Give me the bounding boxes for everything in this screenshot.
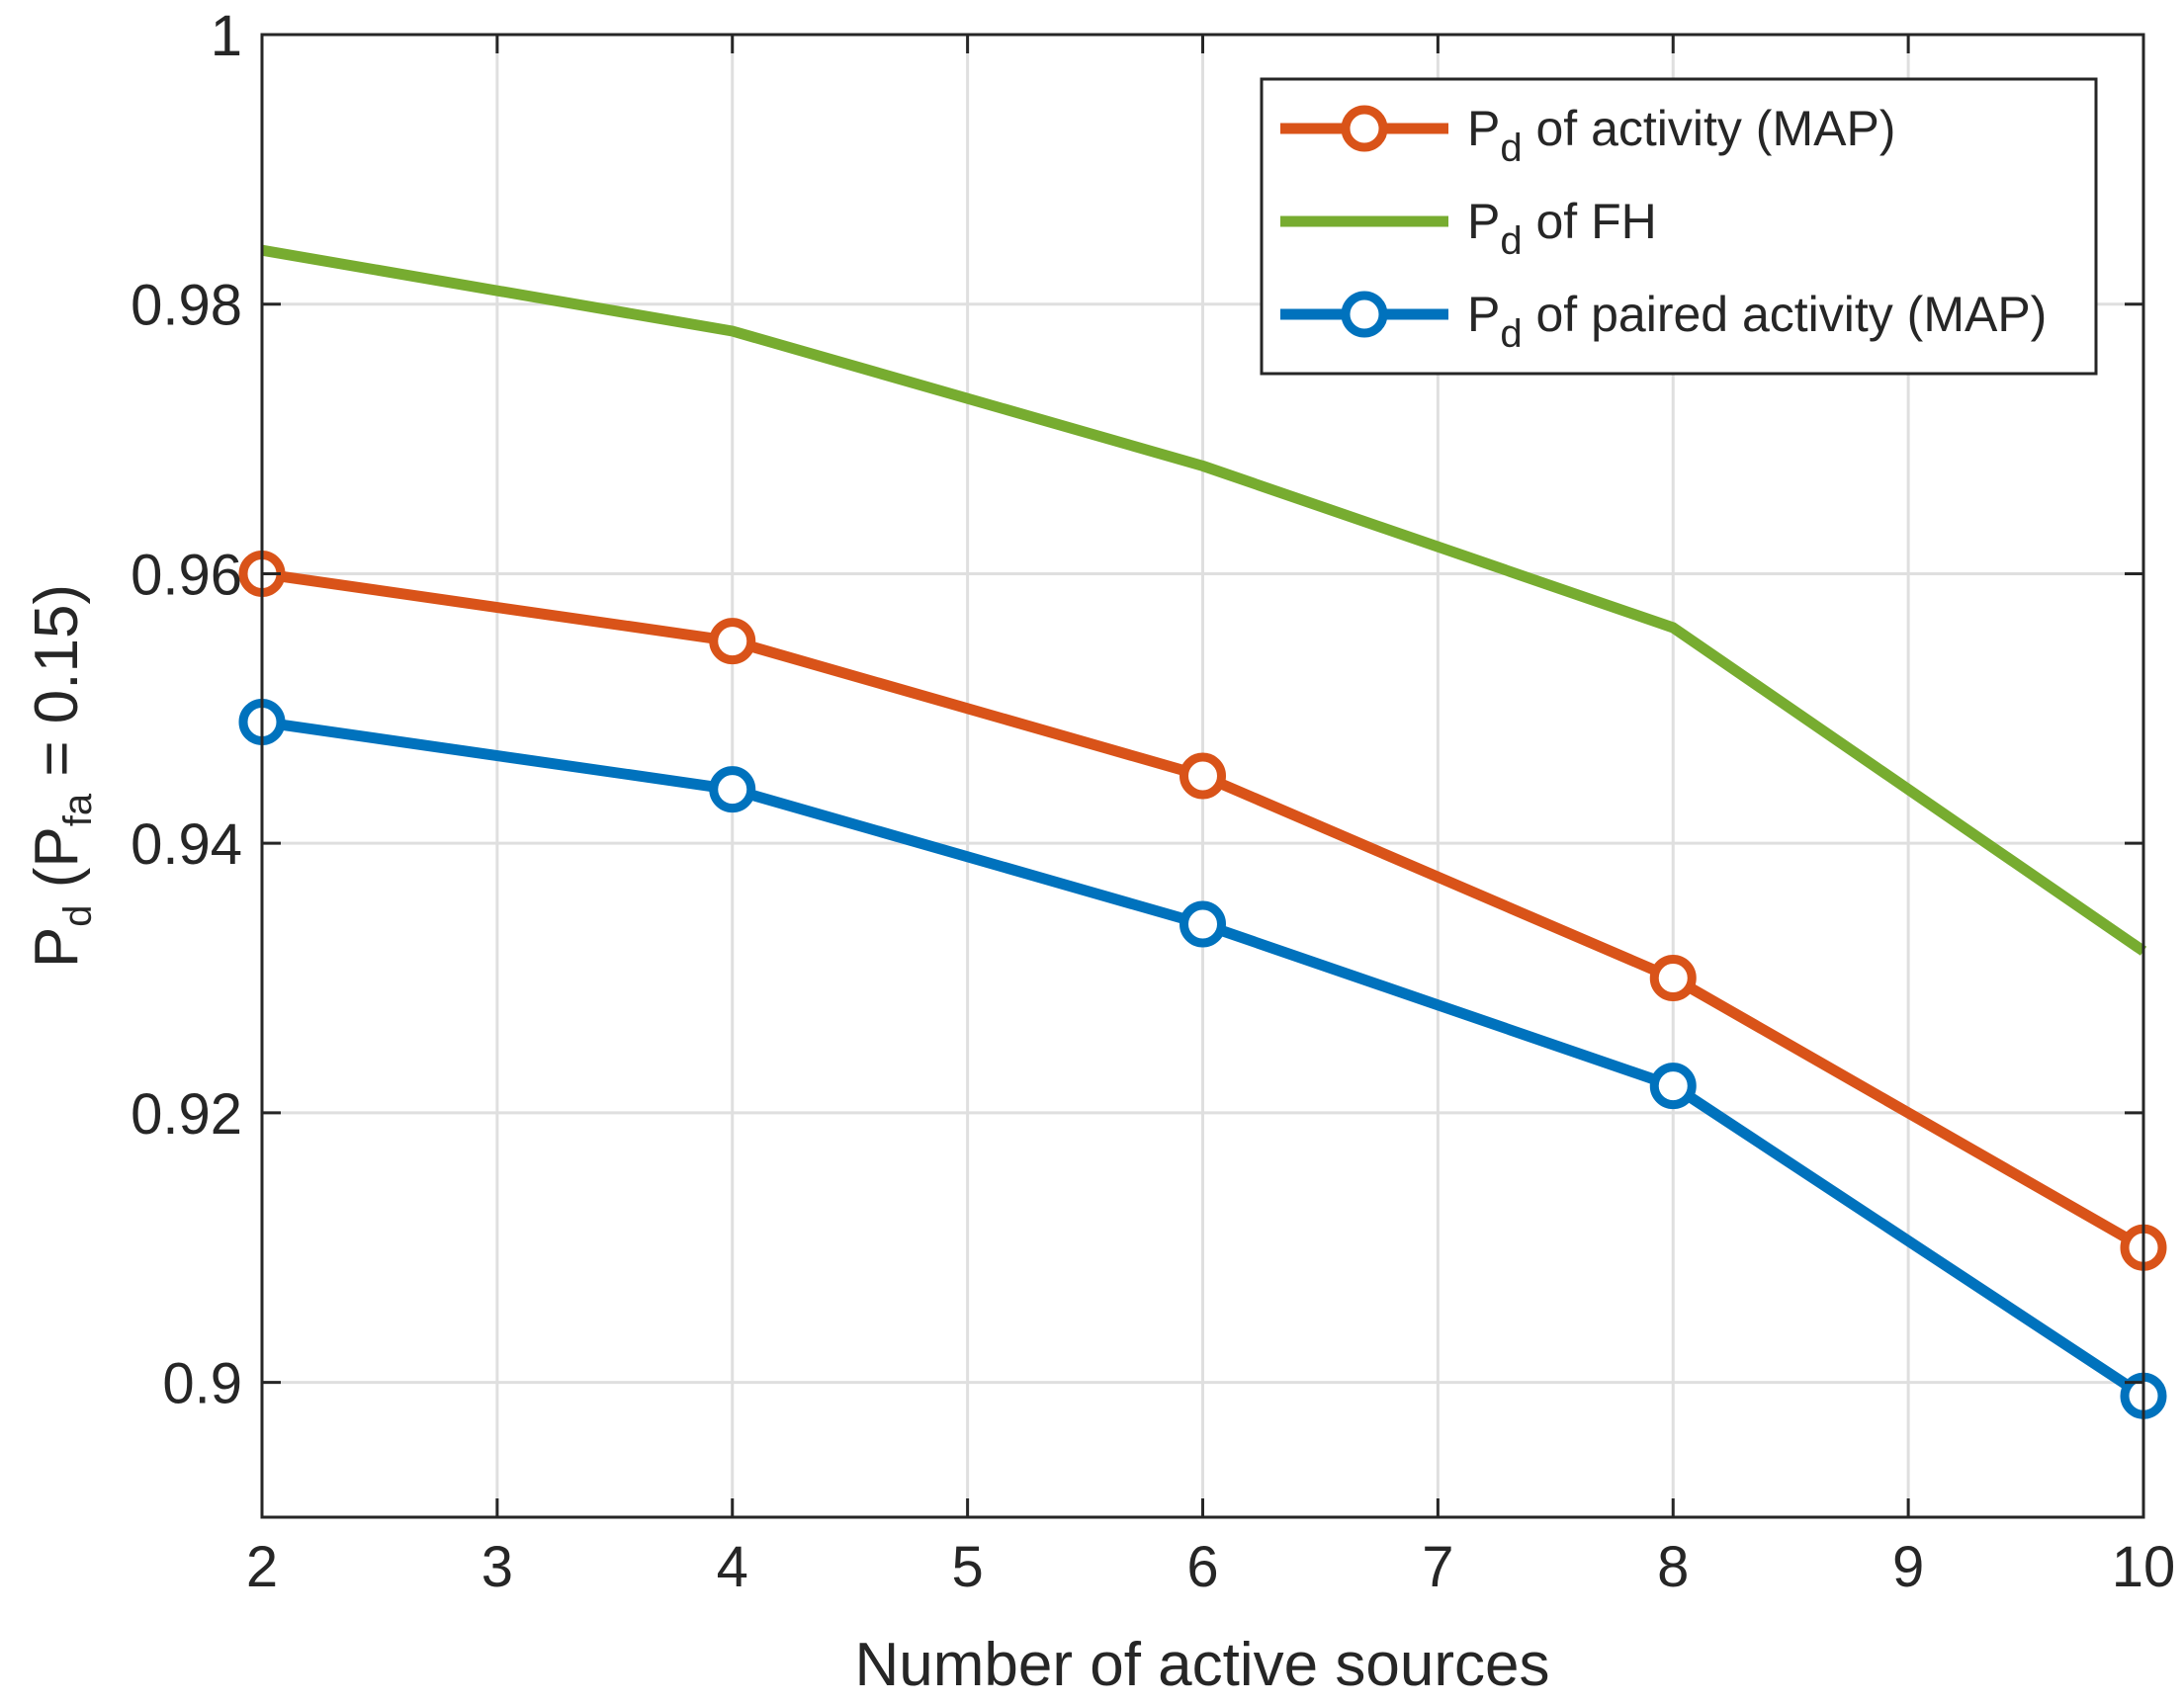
legend-label-main: P — [1467, 194, 1500, 249]
legend-swatch-marker — [1341, 291, 1388, 338]
tick-layer: 2 3 4 5 6 7 8 9 10 0.9 0.92 0.94 0.96 0.98 1 — [131, 4, 2175, 1599]
y-axis-label-main-sub: d — [56, 904, 100, 926]
legend-label-rest: of activity (MAP) — [1523, 101, 1896, 156]
data-point-marker — [709, 766, 756, 813]
y-axis-label-paren-open: (P — [23, 826, 91, 904]
y-axis-label-rest: = 0.15) — [23, 584, 91, 794]
y-tick-label: 0.94 — [131, 812, 242, 877]
legend-label-rest: of paired activity (MAP) — [1523, 287, 2048, 342]
legend-label-sub: d — [1500, 127, 1522, 170]
legend-swatch-marker — [1341, 105, 1388, 152]
data-point-marker — [1649, 1063, 1697, 1110]
series-line — [261, 244, 2147, 956]
legend-label-main: P — [1467, 287, 1500, 342]
legend-label-rest: of FH — [1523, 194, 1657, 249]
legend-label: Pd of activity (MAP) — [1467, 101, 1895, 170]
legend-label-main: P — [1467, 101, 1500, 156]
legend-label: Pd of FH — [1467, 194, 1657, 263]
legend-label-sub: d — [1500, 312, 1522, 356]
data-point-marker — [1179, 752, 1226, 800]
y-axis-label-paren-sub: fa — [56, 793, 100, 826]
y-axis-label-main: P — [23, 927, 91, 968]
y-tick-label: 0.98 — [131, 274, 242, 338]
data-point-marker — [709, 618, 756, 665]
x-tick-label: 6 — [1186, 1535, 1218, 1599]
y-tick-label: 0.9 — [162, 1352, 242, 1416]
y-tick-label: 0.96 — [131, 543, 242, 607]
y-tick-label: 1 — [211, 4, 242, 68]
x-tick-label: 10 — [2112, 1535, 2176, 1599]
x-tick-label: 2 — [246, 1535, 278, 1599]
x-tick-label: 4 — [717, 1535, 748, 1599]
y-tick-label: 0.92 — [131, 1082, 242, 1147]
data-point-marker — [1649, 955, 1697, 1002]
x-axis-label: Number of active sources — [855, 1631, 1550, 1699]
legend-label: Pd of paired activity (MAP) — [1467, 287, 2047, 356]
legend-label-sub: d — [1500, 219, 1522, 263]
x-tick-label: 3 — [481, 1535, 513, 1599]
x-tick-label: 7 — [1422, 1535, 1453, 1599]
y-axis-label: Pd (Pfa = 0.15) — [23, 584, 100, 968]
x-tick-label: 5 — [951, 1535, 983, 1599]
x-tick-label: 9 — [1892, 1535, 1924, 1599]
x-tick-label: 8 — [1657, 1535, 1689, 1599]
data-point-marker — [1179, 900, 1226, 948]
